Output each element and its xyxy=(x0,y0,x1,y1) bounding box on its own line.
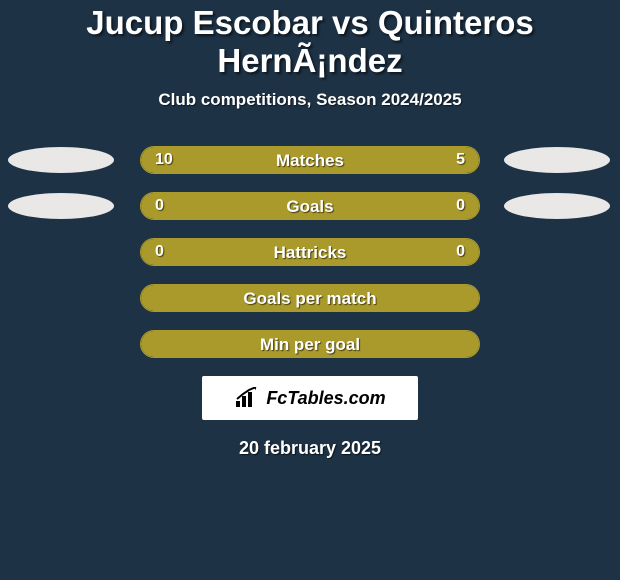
stat-label: Goals per match xyxy=(141,285,479,312)
stat-bar-track: Min per goal xyxy=(140,330,480,358)
stat-bar-track: Matches105 xyxy=(140,146,480,174)
stat-rows: Matches105Goals00Hattricks00Goals per ma… xyxy=(0,146,620,360)
player-left-marker xyxy=(8,193,114,219)
stat-value-left: 0 xyxy=(155,197,164,215)
stat-row: Goals00 xyxy=(0,192,620,222)
stat-label: Min per goal xyxy=(141,331,479,358)
stat-bar-track: Goals per match xyxy=(140,284,480,312)
stat-row: Min per goal xyxy=(0,330,620,360)
watermark-text: FcTables.com xyxy=(266,388,385,409)
page-title: Jucup Escobar vs Quinteros HernÃ¡ndez xyxy=(0,4,620,80)
watermark: FcTables.com xyxy=(202,376,418,420)
stat-bar: Goals per match xyxy=(140,284,480,314)
stat-values: 00 xyxy=(141,193,479,219)
stat-value-right: 0 xyxy=(456,197,465,215)
stat-value-left: 0 xyxy=(155,243,164,261)
stat-row: Matches105 xyxy=(0,146,620,176)
stat-bar: Matches105 xyxy=(140,146,480,176)
stat-values: 00 xyxy=(141,239,479,265)
comparison-card: Jucup Escobar vs Quinteros HernÃ¡ndez Cl… xyxy=(0,0,620,459)
stat-bar: Hattricks00 xyxy=(140,238,480,268)
chart-icon xyxy=(234,387,260,409)
stat-values: 10 5 xyxy=(141,147,479,173)
stat-bar: Min per goal xyxy=(140,330,480,360)
stat-row: Hattricks00 xyxy=(0,238,620,268)
stat-row: Goals per match xyxy=(0,284,620,314)
stat-bar-track: Hattricks00 xyxy=(140,238,480,266)
subtitle: Club competitions, Season 2024/2025 xyxy=(0,90,620,110)
stat-value-right: 0 xyxy=(456,243,465,261)
player-right-marker xyxy=(504,193,610,219)
stat-bar-track: Goals00 xyxy=(140,192,480,220)
player-left-marker xyxy=(8,147,114,173)
stat-bar: Goals00 xyxy=(140,192,480,222)
stat-value-right: 5 xyxy=(456,151,465,169)
player-right-marker xyxy=(504,147,610,173)
stat-value-left: 10 xyxy=(155,151,173,169)
snapshot-date: 20 february 2025 xyxy=(0,438,620,459)
